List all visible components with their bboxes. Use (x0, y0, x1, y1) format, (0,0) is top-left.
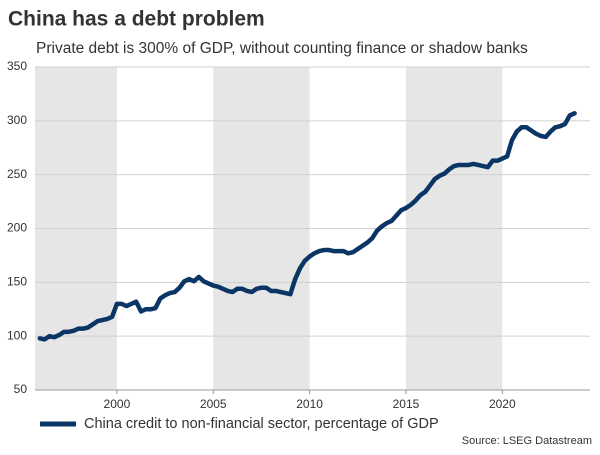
x-tick-label: 2010 (296, 397, 323, 411)
chart-subtitle: Private debt is 300% of GDP, without cou… (36, 40, 528, 57)
x-tick-label: 2000 (104, 397, 131, 411)
y-tick-label: 300 (7, 113, 27, 127)
x-tick-label: 2020 (489, 397, 516, 411)
y-tick-label: 50 (14, 382, 28, 396)
y-tick-label: 100 (7, 328, 27, 342)
y-tick-label: 200 (7, 221, 27, 235)
x-tick-label: 2015 (393, 397, 420, 411)
y-tick-label: 150 (7, 275, 27, 289)
x-tick-label: 2005 (200, 397, 227, 411)
data-line (37, 111, 577, 342)
legend-label: China credit to non-financial sector, pe… (84, 416, 439, 432)
chart-title: China has a debt problem (8, 8, 265, 31)
y-tick-label: 250 (7, 167, 27, 181)
y-tick-label: 350 (7, 59, 27, 73)
source: Source: LSEG Datastream (462, 435, 592, 447)
